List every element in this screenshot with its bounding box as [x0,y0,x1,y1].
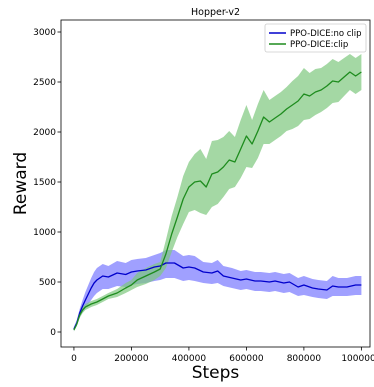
x-tick-label: 800000 [287,354,322,364]
y-tick-label: 3000 [33,28,56,38]
legend-label-no-clip: PPO-DICE:no clip [290,29,362,39]
x-tick-label: 200000 [114,354,149,364]
y-tick-label: 0 [50,328,56,338]
chart-title: Hopper-v2 [191,7,240,18]
y-tick-label: 1500 [33,178,56,188]
y-tick-label: 2000 [33,128,56,138]
y-tick-label: 1000 [33,228,56,238]
y-tick-label: 2500 [33,78,56,88]
series-band-1 [73,54,362,332]
y-axis: 0 500 1000 1500 2000 2500 3000 [33,28,61,338]
x-tick-label: 400000 [172,354,207,364]
y-axis-label: Reward [11,152,31,215]
series-lines [73,71,362,331]
legend-box [264,23,367,53]
legend: PPO-DICE:no clip PPO-DICE:clip [264,23,367,53]
legend-label-clip: PPO-DICE:clip [290,40,348,50]
x-tick-label: 0 [71,354,77,364]
x-axis-label: Steps [192,363,240,383]
series-line-0 [73,262,362,330]
x-tick-label: 600000 [229,354,264,364]
series-line-1 [73,71,362,331]
y-tick-label: 500 [39,278,56,288]
plot-frame [60,19,371,348]
